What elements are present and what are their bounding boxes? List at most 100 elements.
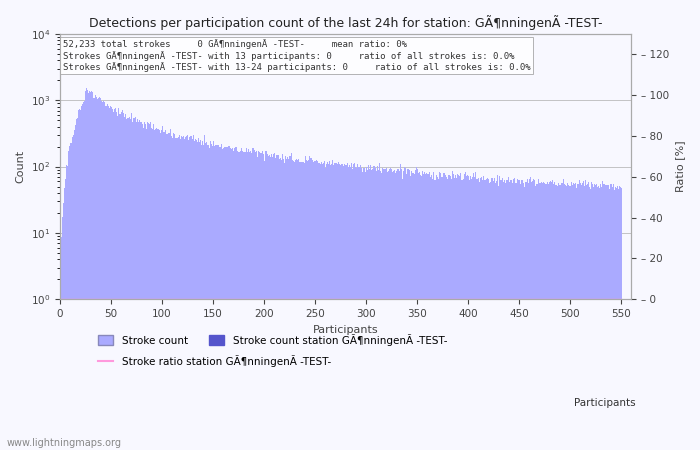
Bar [476, 179, 477, 450]
Bar [64, 189, 65, 450]
Bar [252, 148, 253, 450]
Bar [135, 117, 136, 450]
Bar [543, 183, 544, 450]
Bar [388, 171, 389, 450]
Bar [467, 175, 468, 450]
Bar [533, 179, 534, 450]
Bar [402, 179, 403, 450]
Bar [486, 179, 487, 450]
Bar [489, 183, 490, 450]
Bar [475, 172, 476, 450]
Bar [285, 156, 286, 450]
Bar [154, 130, 155, 450]
Bar [163, 132, 164, 450]
Bar [620, 187, 621, 450]
Bar [368, 165, 369, 450]
Bar [149, 124, 150, 450]
Bar [530, 177, 531, 450]
Bar [592, 184, 593, 450]
Bar [403, 171, 405, 450]
Bar [606, 184, 608, 450]
Bar [442, 177, 443, 450]
Bar [67, 166, 69, 450]
Bar [568, 185, 570, 450]
Bar [325, 168, 326, 450]
Bar [457, 174, 458, 450]
Bar [312, 160, 314, 450]
Bar [198, 138, 199, 450]
Bar [536, 184, 537, 450]
Bar [377, 166, 378, 450]
Bar [86, 88, 87, 450]
Bar [376, 171, 377, 450]
Bar [187, 135, 188, 450]
Bar [585, 180, 586, 450]
Bar [190, 136, 191, 450]
Bar [248, 149, 249, 450]
Bar [243, 152, 244, 450]
Bar [337, 164, 338, 450]
Bar [249, 153, 250, 450]
Bar [103, 101, 104, 450]
Bar [129, 117, 130, 450]
Bar [604, 184, 606, 450]
Bar [573, 183, 574, 450]
Bar [82, 104, 83, 450]
Bar [138, 122, 139, 450]
Bar [155, 129, 156, 450]
Bar [594, 184, 595, 450]
Bar [63, 202, 64, 450]
Bar [374, 168, 376, 450]
Bar [351, 163, 352, 450]
Bar [346, 165, 347, 450]
Bar [546, 184, 547, 450]
Bar [247, 152, 248, 450]
Bar [466, 176, 467, 450]
Bar [318, 162, 320, 450]
Bar [303, 162, 304, 450]
Bar [552, 180, 554, 450]
Bar [581, 184, 582, 450]
Bar [587, 184, 588, 450]
Bar [71, 137, 73, 450]
Bar [150, 122, 151, 450]
Bar [381, 173, 382, 450]
Bar [105, 106, 106, 450]
Bar [354, 163, 356, 450]
Bar [561, 183, 563, 450]
Bar [140, 122, 141, 450]
Bar [156, 128, 158, 450]
Bar [335, 163, 336, 450]
Bar [98, 98, 99, 450]
Bar [570, 182, 572, 450]
Bar [230, 148, 231, 450]
Bar [370, 170, 372, 450]
Bar [225, 147, 227, 450]
Bar [178, 135, 180, 450]
Bar [479, 182, 480, 450]
Bar [238, 152, 239, 450]
Bar [576, 188, 577, 450]
Bar [262, 152, 263, 450]
Bar [367, 170, 368, 450]
Bar [360, 165, 361, 450]
Bar [556, 185, 557, 450]
Bar [296, 159, 297, 450]
Bar [432, 180, 433, 450]
Bar [305, 156, 307, 450]
Bar [153, 124, 154, 450]
Bar [508, 177, 510, 450]
Bar [263, 154, 265, 450]
Bar [231, 149, 232, 450]
Bar [448, 175, 449, 450]
Bar [474, 177, 475, 450]
Bar [320, 164, 321, 450]
Bar [579, 180, 580, 450]
Bar [203, 145, 204, 450]
Stroke ratio station GÃ¶nningenÃ -TEST- [57, 297, 65, 302]
Bar [289, 156, 290, 450]
Y-axis label: Count: Count [15, 150, 25, 183]
Bar [359, 167, 360, 450]
Bar [537, 184, 538, 450]
Bar [575, 183, 576, 450]
